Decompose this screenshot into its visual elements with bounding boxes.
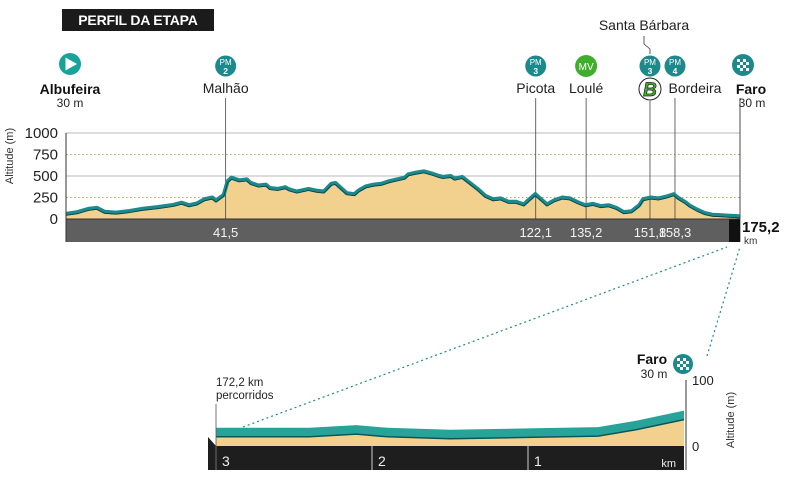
finish-x-unit: km	[661, 458, 676, 470]
checker-square	[683, 364, 686, 367]
finish-distance-bar	[208, 446, 684, 470]
checker-square	[680, 361, 683, 364]
checker-square	[677, 358, 680, 361]
zoom-connector-right	[706, 246, 741, 357]
y-tick-label-500: 500	[33, 168, 58, 185]
finish-x-tick-label: 1	[534, 453, 542, 469]
checker-square	[683, 358, 686, 361]
finish-y-tick-100: 100	[692, 373, 714, 388]
waypoint-name-faro: Faro	[736, 81, 766, 97]
pm-badge-num: 4	[673, 66, 678, 76]
checker-square	[686, 361, 689, 364]
waypoint-name-loule: Loulé	[569, 80, 603, 96]
finish-detail-name: Faro	[637, 351, 667, 367]
pm-badge-top: PM	[669, 58, 681, 67]
checker-square	[743, 59, 746, 62]
finish-y-tick-0: 0	[692, 439, 699, 454]
elevation-line-shadow	[65, 172, 741, 219]
start-icon	[59, 53, 81, 75]
waypoint-alt-faro: 30 m	[739, 96, 766, 110]
finish-elevation-fill	[216, 419, 684, 446]
checker-square	[680, 367, 683, 370]
distance-bar	[66, 219, 740, 242]
y-tick-label-1000: 1000	[25, 125, 58, 142]
pm-circle	[525, 55, 547, 77]
y-tick-label-750: 750	[33, 147, 58, 164]
y-axis-label: Altitude (m)	[4, 128, 16, 184]
pm-badge-picota: PM3	[525, 55, 547, 77]
checker-square	[740, 68, 743, 71]
checker-square	[746, 62, 749, 65]
waypoint-name-albufeira: Albufeira	[40, 81, 101, 97]
checker-square	[740, 62, 743, 65]
pm-badge-malho: PM2	[215, 55, 237, 77]
total-distance: 175,2	[742, 219, 780, 236]
checker-square	[677, 364, 680, 367]
finish-start-distance: 172,2 km	[216, 377, 263, 389]
km-marker-label: 135,2	[570, 225, 603, 240]
finish-detail-alt: 30 m	[641, 367, 668, 381]
sprint-icon: MV	[575, 55, 598, 77]
santa-barbara-leader	[643, 36, 651, 54]
title-banner: PERFIL DA ETAPA	[62, 9, 214, 31]
finish-road-band	[216, 410, 684, 439]
finish-y-axis-label: Altitude (m)	[725, 392, 737, 448]
finish-x-tick-label: 3	[222, 453, 230, 469]
checker-square	[686, 367, 689, 370]
pm-circle	[639, 55, 661, 77]
finish-detail-flag-icon	[673, 354, 693, 374]
km-marker-label: 122,1	[519, 225, 552, 240]
bonus-icon: B	[643, 80, 657, 101]
checker-square	[746, 68, 749, 71]
pm-badge-top: PM	[644, 58, 656, 67]
waypoint-name-santa-barbara: Santa Bárbara	[599, 17, 689, 33]
waypoint-name-bordeira: Bordeira	[669, 80, 722, 96]
pm-badge-num: 3	[648, 66, 653, 76]
waypoint-name-picota: Picota	[516, 80, 555, 96]
elevation-fill	[66, 171, 740, 219]
km-marker-label: 151,8	[634, 225, 667, 240]
mv-badge-text: MV	[579, 62, 594, 73]
km-marker-label: 158,3	[659, 225, 692, 240]
mv-circle	[575, 55, 598, 77]
pm-badge-top: PM	[530, 58, 542, 67]
pm-circle	[664, 55, 686, 77]
y-tick-label-0: 0	[50, 211, 58, 228]
finish-start-caption: percorridos	[216, 390, 274, 402]
total-distance-unit: km	[744, 236, 757, 247]
checker-square	[737, 65, 740, 68]
pm-badge-num: 2	[223, 66, 228, 76]
y-tick-label-250: 250	[33, 190, 58, 207]
pm-circle	[215, 55, 237, 77]
pm-badge-top: PM	[220, 58, 232, 67]
checker-square	[737, 59, 740, 62]
zoom-connector-left	[242, 246, 728, 428]
finish-road-edge	[216, 418, 685, 440]
page-title: PERFIL DA ETAPA	[78, 12, 198, 28]
pm-badge-num: 3	[533, 66, 538, 76]
pm-badge-santa-barbara: PM3	[639, 55, 661, 77]
km-marker-label: 41,5	[213, 225, 238, 240]
waypoint-name-malho: Malhão	[203, 80, 249, 96]
finish-flag-icon	[732, 54, 754, 76]
elevation-line	[65, 169, 741, 219]
checker-square	[743, 65, 746, 68]
finish-x-tick-label: 2	[378, 453, 386, 469]
bonus-circle	[638, 77, 662, 101]
distance-bar-end	[729, 219, 740, 242]
pm-badge-bordeira: PM4	[664, 55, 686, 77]
finish-bar-edge	[208, 437, 216, 446]
waypoint-alt-albufeira: 30 m	[57, 96, 84, 110]
start-arrow	[65, 57, 77, 71]
